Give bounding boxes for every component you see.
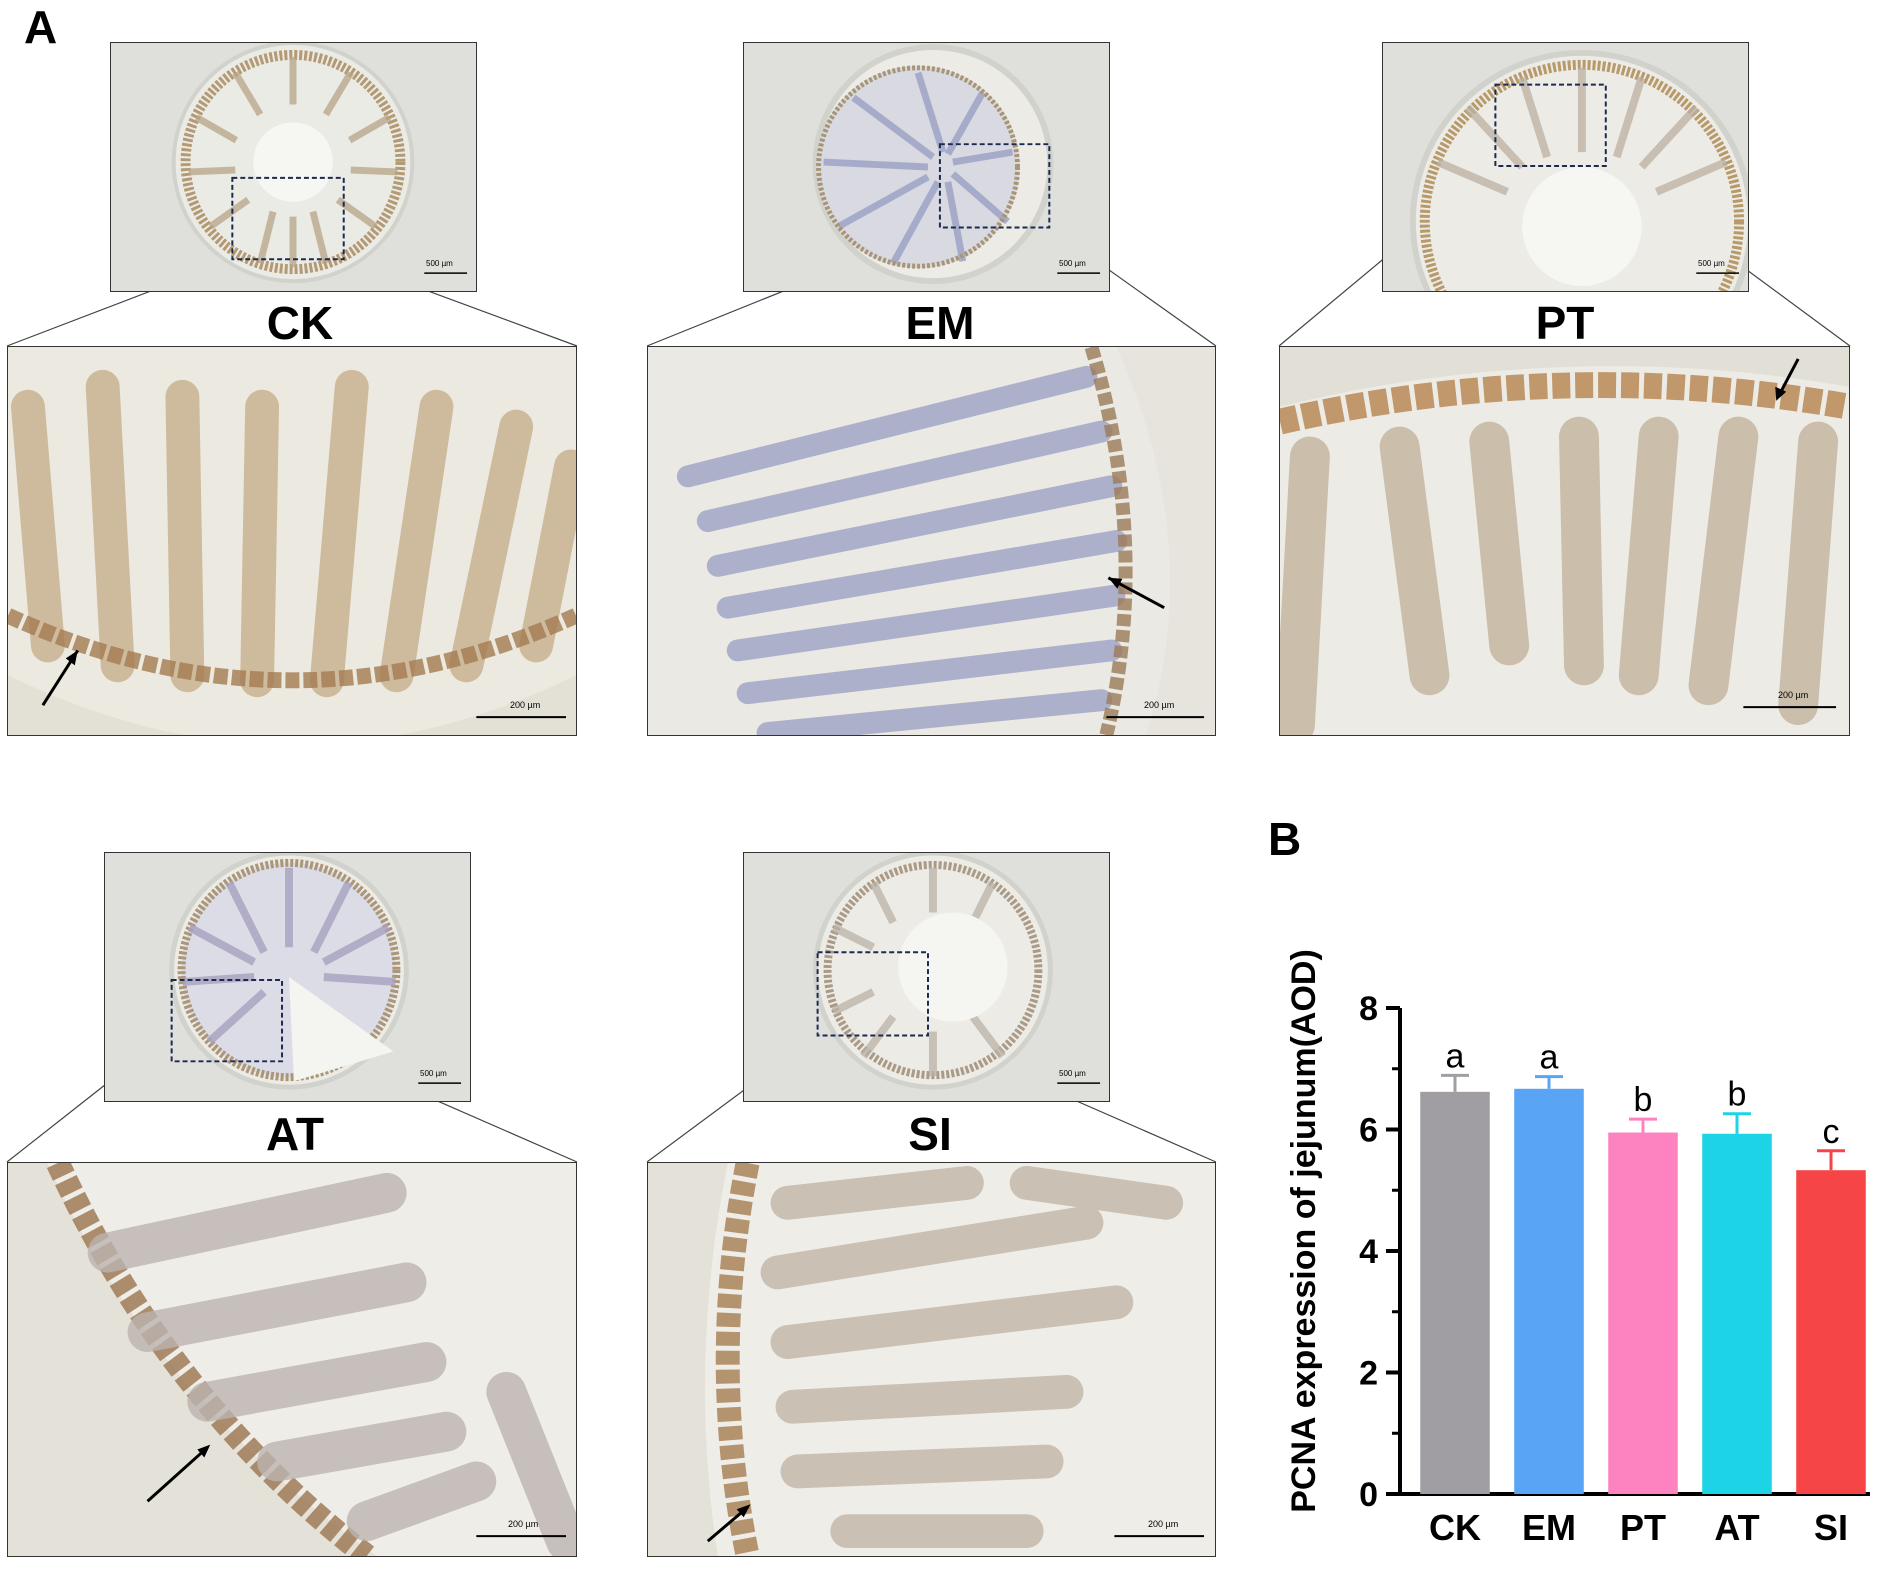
pt-overview-micrograph: 500 µm bbox=[1382, 42, 1749, 292]
y-axis-label: PCNA expression of jejunum(AOD) bbox=[1285, 949, 1323, 1513]
pt-region-box bbox=[1494, 83, 1607, 167]
em-zoom-scale-label: 200 µm bbox=[1144, 700, 1175, 710]
pt-zoom-scale-label: 200 µm bbox=[1778, 690, 1809, 700]
at-group-label: AT bbox=[266, 1108, 324, 1160]
at-overview-micrograph: 500 µm bbox=[104, 852, 471, 1102]
si-overview-micrograph: 500 µm bbox=[743, 852, 1110, 1102]
x-tick-label: EM bbox=[1522, 1507, 1576, 1548]
y-tick-label: 0 bbox=[1359, 1476, 1378, 1514]
bar-at bbox=[1702, 1133, 1772, 1494]
pt-overview-scale-label: 500 µm bbox=[1698, 259, 1725, 268]
si-zoom-micrograph: 200 µm bbox=[647, 1162, 1216, 1557]
si-region-box bbox=[816, 951, 929, 1037]
pt-zoom-micrograph: 200 µm bbox=[1279, 346, 1850, 736]
at-overview-scale-label: 500 µm bbox=[420, 1069, 447, 1078]
bar-pt bbox=[1608, 1132, 1678, 1494]
ck-region-box bbox=[231, 176, 345, 261]
at-zoom-micrograph: 200 µm bbox=[7, 1162, 577, 1557]
pcna-bar-chart: 0 2 4 6 8 PCNA expression of jejunum(AOD) a CK a… bbox=[1285, 949, 1870, 1548]
y-tick-label: 6 bbox=[1359, 1112, 1378, 1150]
em-zoom-micrograph: 200 µm bbox=[647, 346, 1216, 736]
at-region-box bbox=[170, 978, 284, 1063]
y-tick-label: 2 bbox=[1359, 1355, 1378, 1393]
bar-si bbox=[1796, 1170, 1866, 1494]
significance-label: b bbox=[1634, 1081, 1653, 1119]
em-overview-scale-label: 500 µm bbox=[1059, 259, 1086, 268]
x-tick-label: CK bbox=[1429, 1507, 1481, 1548]
panel-a-label: A bbox=[24, 1, 58, 53]
x-tick-label: SI bbox=[1814, 1507, 1848, 1548]
pt-group-label: PT bbox=[1535, 297, 1595, 349]
panel-b-label: B bbox=[1268, 813, 1302, 865]
si-group-label: SI bbox=[908, 1108, 952, 1160]
x-tick-label: AT bbox=[1714, 1507, 1759, 1548]
bar-em bbox=[1514, 1088, 1584, 1494]
ck-overview-scale-label: 500 µm bbox=[426, 259, 453, 268]
y-tick-label: 4 bbox=[1359, 1233, 1378, 1271]
significance-label: c bbox=[1823, 1113, 1840, 1151]
ck-group-label: CK bbox=[266, 297, 334, 349]
x-tick-label: PT bbox=[1620, 1507, 1666, 1548]
significance-label: a bbox=[1446, 1037, 1465, 1075]
at-arrow bbox=[146, 1446, 209, 1503]
si-overview-scale-label: 500 µm bbox=[1059, 1069, 1086, 1078]
em-region-box bbox=[938, 143, 1051, 229]
em-group-label: EM bbox=[905, 297, 975, 349]
ck-zoom-scale-label: 200 µm bbox=[510, 700, 541, 710]
em-overview-micrograph: 500 µm bbox=[743, 42, 1110, 292]
significance-label: b bbox=[1728, 1076, 1747, 1114]
ck-zoom-micrograph: 200 µm bbox=[7, 346, 577, 736]
si-zoom-scale-label: 200 µm bbox=[1148, 1519, 1179, 1529]
significance-label: a bbox=[1540, 1039, 1559, 1077]
y-tick-label: 8 bbox=[1359, 990, 1378, 1028]
at-zoom-scale-label: 200 µm bbox=[508, 1519, 539, 1529]
ck-overview-micrograph: 500 µm bbox=[110, 42, 477, 292]
bar-ck bbox=[1420, 1091, 1490, 1494]
